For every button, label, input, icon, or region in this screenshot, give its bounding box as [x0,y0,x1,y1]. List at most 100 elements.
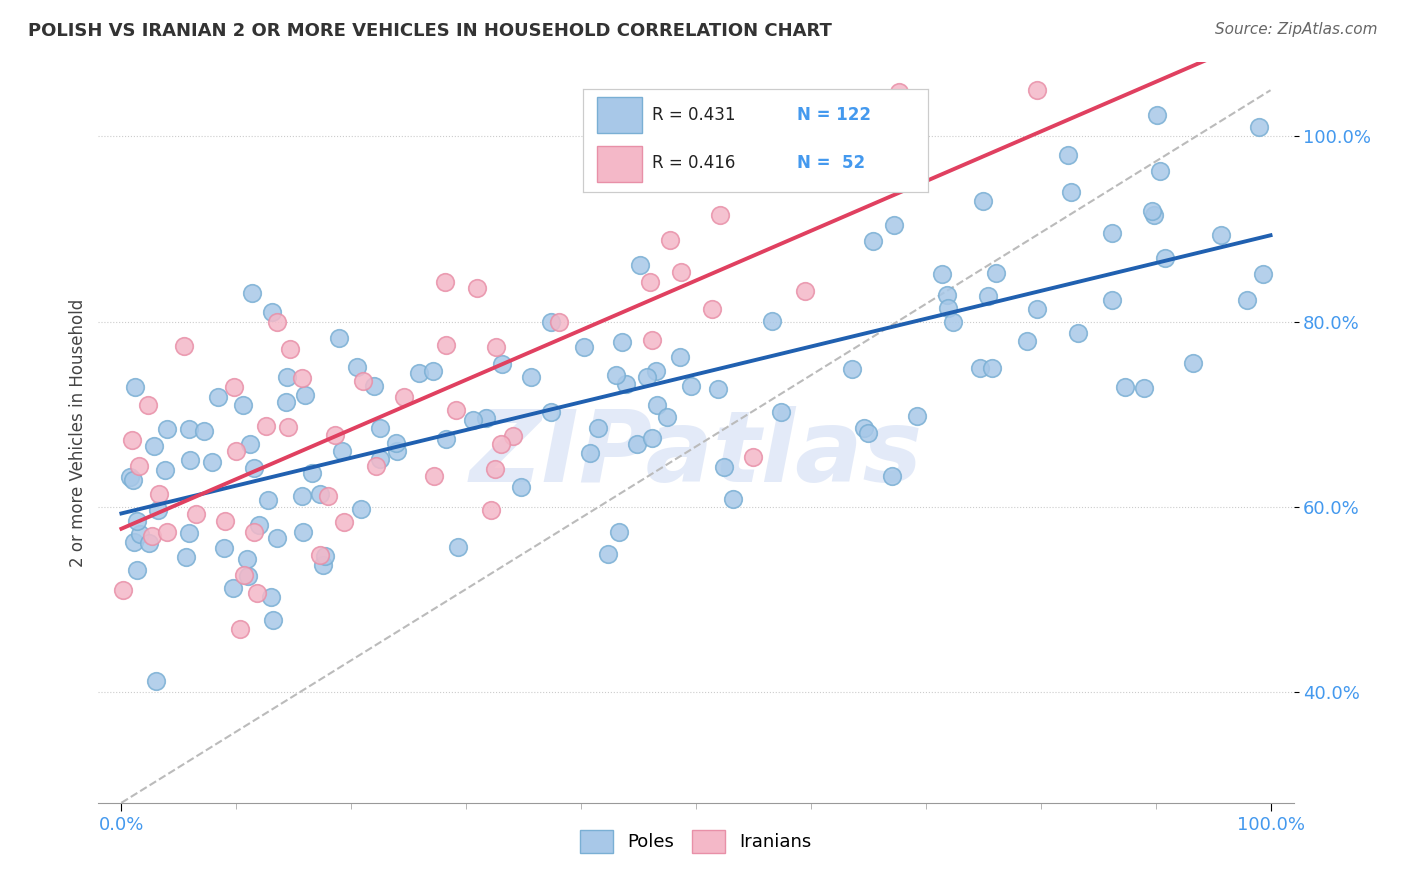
Point [422,364,444,378]
Point [408,367,430,381]
Point [626,437,648,451]
Point [935,288,957,302]
Point [641,431,664,445]
Point [385,435,408,450]
Point [225,444,247,458]
Point [276,395,298,409]
Point [222,380,245,394]
Point [977,289,1000,303]
Point [138,536,160,550]
Text: R = 0.416: R = 0.416 [652,154,735,172]
Point [1015,334,1038,348]
Point [860,171,883,186]
Point [938,301,960,315]
Point [332,515,354,529]
Text: Source: ZipAtlas.com: Source: ZipAtlas.com [1215,22,1378,37]
Point [434,432,457,446]
Point [1059,185,1081,199]
Point [856,426,879,441]
Point [444,402,467,417]
Point [156,524,179,539]
Point [1143,208,1166,222]
Point [461,413,484,427]
Point [655,409,678,424]
Point [128,459,150,474]
Text: N = 122: N = 122 [797,106,872,124]
Point [1154,252,1177,266]
Point [475,410,498,425]
Point [433,275,456,289]
Point [247,517,270,532]
Point [1181,355,1204,369]
Point [586,421,609,435]
Point [368,452,391,467]
Point [540,405,562,419]
Point [423,469,446,483]
Point [887,85,910,99]
Point [1114,380,1136,394]
Point [853,421,876,435]
Point [636,370,658,384]
Point [931,267,953,281]
Point [485,340,508,354]
Point [156,422,179,436]
Point [769,404,792,418]
Point [291,371,314,385]
Point [1209,227,1232,242]
Point [246,586,269,600]
Point [125,514,148,528]
Point [235,552,257,566]
Point [262,613,284,627]
Point [330,444,353,458]
Point [645,398,668,412]
Point [291,524,314,539]
Point [638,275,661,289]
Point [572,340,595,354]
Point [610,334,633,349]
Point [709,208,731,222]
Point [146,502,169,516]
Point [1236,293,1258,307]
Point [232,398,254,412]
Point [207,390,229,404]
Point [125,563,148,577]
Point [301,467,323,481]
Point [291,489,314,503]
Point [614,376,637,391]
Point [605,368,627,382]
Point [350,502,373,516]
Point [201,455,224,469]
Point [894,161,917,175]
Point [510,480,533,494]
Point [239,436,262,450]
Point [141,528,163,542]
Point [122,535,145,549]
Point [387,443,409,458]
Point [540,315,562,329]
Point [1140,203,1163,218]
Point [366,458,388,473]
Point [143,439,166,453]
Point [176,550,198,565]
Point [276,369,298,384]
Point [242,461,264,475]
Point [986,266,1008,280]
Point [232,568,254,582]
Point [278,342,301,356]
Point [841,362,863,376]
Point [942,315,965,329]
Point [1247,120,1270,134]
Point [548,315,571,329]
Point [447,540,470,554]
Point [328,331,350,345]
Point [883,218,905,232]
Point [214,515,236,529]
Point [1067,326,1090,340]
Point [363,379,385,393]
Point [607,524,630,539]
Point [827,172,849,186]
Point [243,524,266,539]
Point [122,473,145,487]
Point [179,422,201,436]
Point [318,489,340,503]
